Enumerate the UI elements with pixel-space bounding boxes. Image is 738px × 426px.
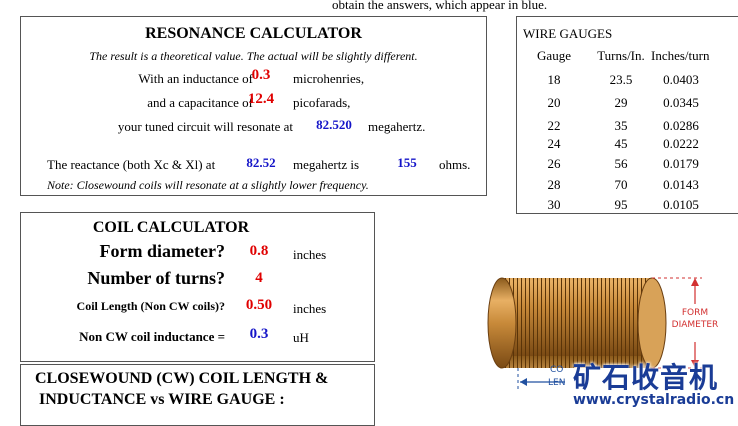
resonate-label: your tuned circuit will resonate at	[117, 119, 293, 134]
reactance-ohms-output: 155	[397, 155, 417, 170]
wire-gauges-panel: WIRE GAUGES Gauge Turns/In. Inches/turn …	[516, 16, 738, 214]
gauge-cell: 30	[547, 197, 561, 212]
form-diameter-label: Form diameter?	[99, 241, 225, 261]
resonance-subtitle: The result is a theoretical value. The a…	[89, 49, 418, 63]
inches-cell: 0.0179	[663, 156, 699, 171]
reactance-label: The reactance (both Xc & Xl) at	[47, 157, 216, 172]
reactance-mid-label: megahertz is	[293, 157, 360, 172]
closewound-panel: CLOSEWOUND (CW) COIL LENGTH & INDUCTANCE…	[20, 364, 375, 426]
resonate-unit: megahertz.	[368, 119, 426, 134]
wire-gauges-table: Gauge Turns/In. Inches/turn 18 23.5 0.0403…	[517, 17, 738, 213]
turns-cell: 70	[614, 177, 628, 192]
form-diameter-input[interactable]: 0.8	[249, 243, 269, 259]
form-label-line1: FORM	[682, 308, 708, 318]
closewound-title-line2: INDUCTANCE vs WIRE GAUGE :	[39, 391, 285, 408]
coil-label-line1: CO	[550, 365, 563, 375]
coil-diagram: FORM DIAMETER CO LEN	[487, 277, 719, 391]
turns-label: Number of turns?	[87, 268, 225, 288]
inches-cell: 0.0286	[663, 118, 699, 133]
coil-label-line2: LEN	[548, 378, 565, 388]
form-diameter-unit: inches	[293, 247, 327, 262]
header-gauge: Gauge	[537, 48, 571, 63]
inches-cell: 0.0403	[663, 72, 699, 87]
gauge-cell: 20	[547, 95, 561, 110]
top-note: obtain the answers, which appear in blue…	[332, 0, 548, 12]
inches-cell: 0.0105	[663, 197, 699, 212]
capacitance-input[interactable]: 12.4	[247, 91, 275, 107]
resonant-frequency-output: 82.520	[316, 117, 352, 132]
inches-cell: 0.0345	[663, 95, 699, 110]
turns-cell: 95	[614, 197, 628, 212]
turns-cell: 23.5	[609, 72, 633, 87]
form-label-line2: DIAMETER	[672, 320, 719, 330]
capacitance-label: and a capacitance of	[147, 95, 253, 110]
header-turns: Turns/In.	[597, 48, 645, 63]
gauge-cell: 18	[547, 72, 561, 87]
coil-calculator-panel: COIL CALCULATOR Form diameter? 0.8 inche…	[20, 212, 375, 362]
watermark-url: www.crystalradio.cn	[573, 392, 735, 408]
coil-title: COIL CALCULATOR	[92, 219, 250, 236]
wire-gauges-title: WIRE GAUGES	[523, 26, 613, 41]
turns-cell: 29	[614, 95, 628, 110]
inductance-label: With an inductance of	[138, 71, 253, 86]
turns-cell: 45	[614, 136, 628, 151]
resonance-calculator-panel: RESONANCE CALCULATOR The result is a the…	[20, 16, 487, 196]
inductance-unit: microhenries,	[293, 71, 365, 86]
coil-length-label: Coil Length (Non CW coils)?	[76, 299, 225, 313]
closewound-title-line1: CLOSEWOUND (CW) COIL LENGTH &	[35, 370, 329, 387]
coil-length-input[interactable]: 0.50	[245, 297, 273, 313]
watermark-chinese: 矿石收音机	[573, 361, 719, 394]
gauge-cell: 28	[547, 177, 561, 192]
header-inches: Inches/turn	[651, 48, 710, 63]
capacitance-unit: picofarads,	[293, 95, 351, 110]
turns-cell: 35	[614, 118, 628, 133]
turns-input[interactable]: 4	[255, 270, 263, 286]
coil-inductance-label: Non CW coil inductance =	[79, 329, 225, 344]
coil-inductance-unit: uH	[293, 330, 309, 345]
inches-cell: 0.0143	[663, 177, 699, 192]
coil-body	[487, 277, 667, 369]
reactance-unit: ohms.	[439, 157, 471, 172]
inductance-input[interactable]: 0.3	[251, 67, 271, 83]
gauge-cell: 26	[547, 156, 561, 171]
reactance-frequency-output: 82.52	[246, 155, 276, 170]
inches-cell: 0.0222	[663, 136, 699, 151]
turns-cell: 56	[614, 156, 628, 171]
resonance-title: RESONANCE CALCULATOR	[145, 25, 362, 42]
gauge-cell: 24	[547, 136, 561, 151]
coil-inductance-output: 0.3	[249, 326, 269, 342]
gauge-cell: 22	[547, 118, 561, 133]
coil-length-unit: inches	[293, 301, 327, 316]
closewound-note: Note: Closewound coils will resonate at …	[47, 178, 369, 192]
